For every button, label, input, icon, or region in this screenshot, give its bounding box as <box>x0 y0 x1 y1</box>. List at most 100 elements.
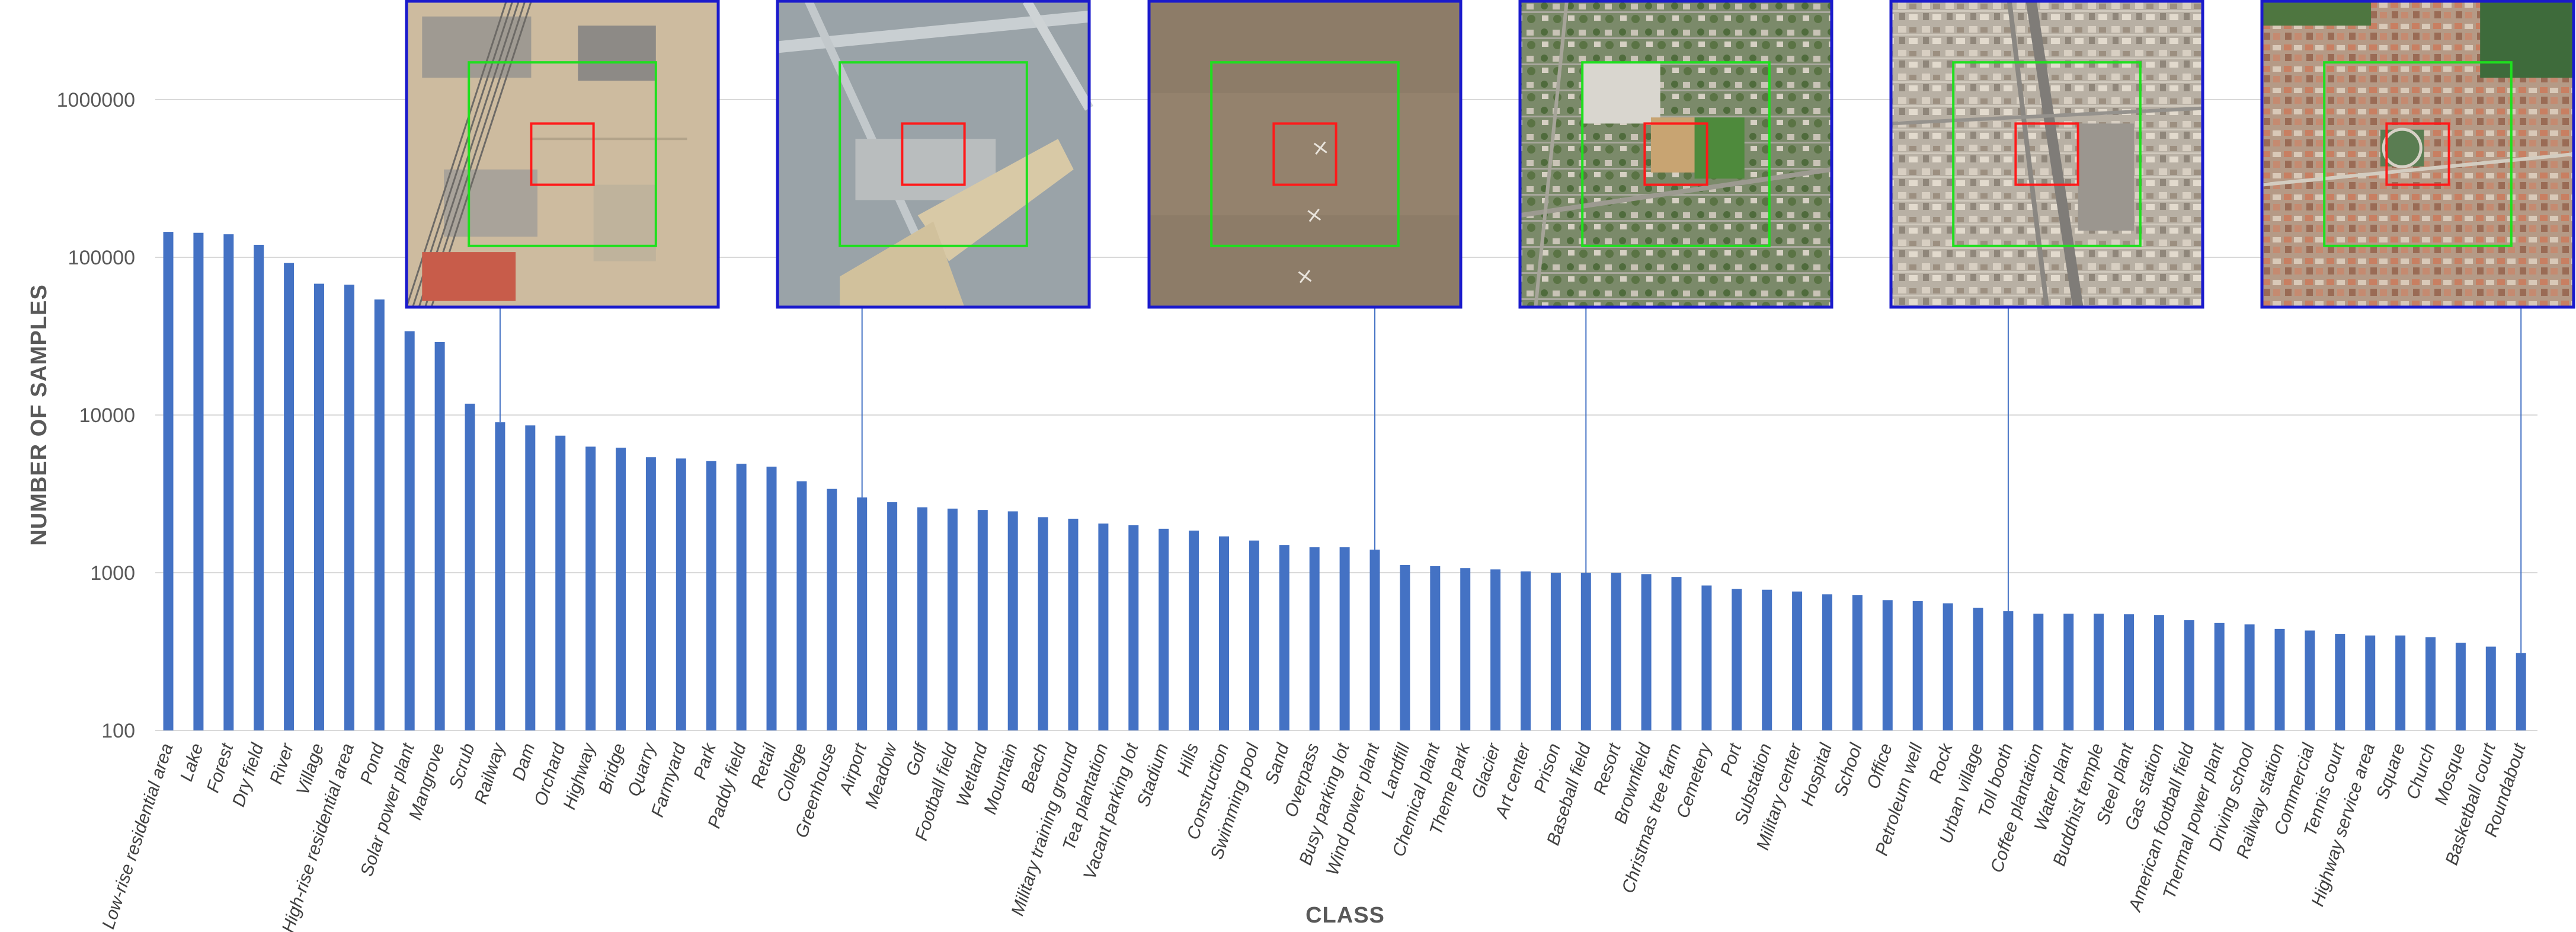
bar <box>495 422 505 730</box>
bar <box>2365 635 2376 730</box>
bar <box>2274 628 2285 730</box>
bar <box>1490 569 1501 730</box>
bar <box>1521 571 1531 730</box>
bar <box>1369 550 1380 730</box>
x-tick-label: Pond <box>357 741 388 787</box>
bar <box>314 283 324 731</box>
bar <box>1580 573 1591 730</box>
bar <box>766 467 777 730</box>
bar <box>1460 568 1471 730</box>
x-tick-label: River <box>266 741 297 787</box>
target-box <box>1643 122 1708 186</box>
bar <box>2063 614 2074 730</box>
image-frame <box>1147 0 1463 309</box>
bar <box>2153 615 2164 730</box>
bar <box>1762 589 1772 730</box>
bar <box>2395 635 2406 730</box>
y-tick-label: 1000000 <box>57 89 135 111</box>
x-tick-label: Retail <box>748 741 780 790</box>
callout-images <box>405 0 2575 309</box>
callout-connectors <box>499 307 2522 653</box>
bar <box>796 481 807 730</box>
bar <box>676 458 686 730</box>
target-box <box>901 122 966 186</box>
bar <box>2033 614 2044 730</box>
bar <box>1882 600 1893 730</box>
bar <box>827 489 837 730</box>
bar <box>977 510 988 730</box>
x-tick-label: Port <box>1717 740 1746 778</box>
y-tick-label: 100000 <box>68 247 135 269</box>
bar <box>917 507 927 730</box>
bar <box>1068 518 1079 730</box>
x-tick-label: Airport <box>836 740 871 798</box>
bar <box>616 448 626 730</box>
bar <box>555 435 566 730</box>
bar <box>465 403 475 730</box>
bar <box>1249 540 1259 730</box>
bar <box>1822 594 1832 730</box>
aerial-image-airport <box>776 0 1093 309</box>
bar <box>706 461 716 730</box>
target-box <box>2385 122 2450 186</box>
context-box <box>2323 61 2513 247</box>
bar <box>1128 525 1139 730</box>
context-box <box>1581 61 1771 247</box>
bar <box>2455 643 2466 730</box>
aerial-image-roundabout <box>2260 0 2575 309</box>
x-tick-label: Low-rise residential area <box>98 741 177 931</box>
bar <box>2335 633 2345 730</box>
bar <box>525 425 536 730</box>
y-tick-label: 10000 <box>79 404 135 427</box>
bar <box>1550 573 1561 730</box>
bar <box>1701 585 1712 730</box>
y-tick-labels: 100 1000 10000 100000 1000000 <box>57 89 135 742</box>
x-tick-label: School <box>1831 741 1866 799</box>
bar <box>1430 566 1441 730</box>
bar <box>857 497 868 730</box>
image-frame <box>1518 0 1833 309</box>
bar <box>2516 653 2526 730</box>
bar <box>434 342 445 730</box>
aerial-image-baseball-field <box>1518 0 1833 309</box>
bar <box>1852 595 1863 730</box>
bar <box>2184 620 2194 730</box>
bar <box>2485 646 2496 730</box>
bar <box>1732 589 1742 730</box>
bar <box>2305 630 2315 730</box>
bar <box>585 446 596 730</box>
x-tick-label: Lake <box>177 741 207 784</box>
bar <box>2094 614 2104 730</box>
x-tick-label: Office <box>1863 741 1896 791</box>
bar <box>163 232 174 730</box>
bar <box>284 263 295 730</box>
bar <box>1641 574 1652 730</box>
x-tick-label: Hills <box>1173 741 1202 779</box>
x-tick-label: Golf <box>903 739 932 778</box>
x-tick-label: Prison <box>1530 741 1564 795</box>
bar <box>1189 530 1199 730</box>
context-box <box>1952 61 2142 247</box>
target-box <box>2014 122 2079 186</box>
x-tick-label: Park <box>690 740 720 782</box>
bar <box>2214 623 2225 730</box>
bar <box>1098 524 1109 730</box>
aerial-image-wind-power-plant <box>1147 0 1463 309</box>
bar <box>1973 608 1983 730</box>
bar <box>2425 637 2436 730</box>
bar <box>1400 564 1410 730</box>
bar <box>374 299 385 731</box>
x-tick-label: Dam <box>508 741 539 783</box>
y-tick-label: 100 <box>101 720 135 742</box>
x-tick-label: Resort <box>1590 740 1625 797</box>
bar <box>2124 614 2134 730</box>
bar <box>1159 528 1169 730</box>
x-tick-label: Scrub <box>446 741 479 791</box>
context-box <box>468 61 657 247</box>
bar <box>1219 536 1229 730</box>
x-tick-label: Village <box>293 741 328 797</box>
bar <box>404 331 415 730</box>
y-axis-title: NUMBER OF SAMPLES <box>27 284 52 545</box>
